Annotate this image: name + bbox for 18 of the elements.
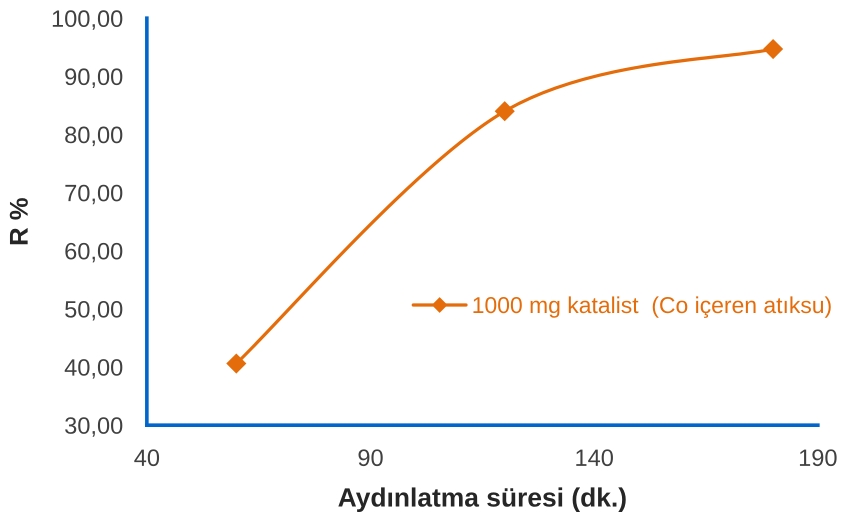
x-tick-label: 190 xyxy=(800,449,837,466)
x-tick-label: 90 xyxy=(358,449,383,466)
y-tick-label: 70,00 xyxy=(65,184,122,204)
y-tick-label: 80,00 xyxy=(65,126,122,146)
y-tick-label: 90,00 xyxy=(65,68,122,88)
point xyxy=(494,101,515,122)
x-tick-label: 140 xyxy=(576,449,613,466)
y-tick-label: 100,00 xyxy=(52,10,122,30)
y-tick-label: 50,00 xyxy=(65,300,122,320)
y-axis-title: R % xyxy=(10,198,28,244)
point xyxy=(763,38,784,60)
y-tick-label: 40,00 xyxy=(64,359,122,379)
x-tick-label: 40 xyxy=(134,449,160,466)
point xyxy=(226,353,246,374)
x-axis-title: Aydınlatma süresi (dk.) xyxy=(338,487,626,512)
y-tick-label: 30,00 xyxy=(65,417,122,437)
legend-label: 1000 mg katalist (Co içeren atıksu) xyxy=(473,296,831,318)
y-tick-label: 60,00 xyxy=(65,242,122,262)
